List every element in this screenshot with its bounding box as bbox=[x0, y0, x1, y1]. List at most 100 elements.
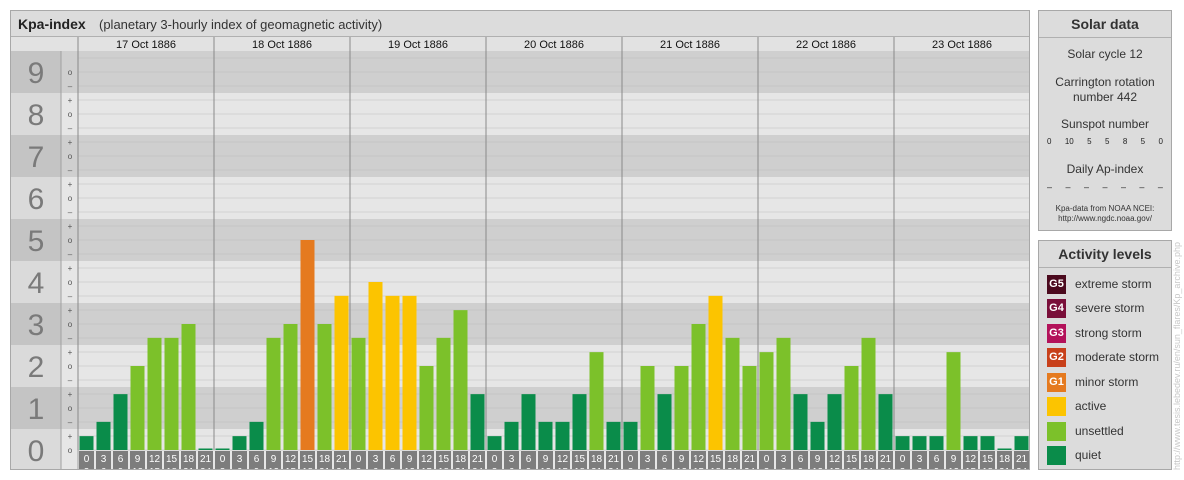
y-sub-label: – bbox=[68, 82, 73, 91]
hour-label-box bbox=[895, 451, 910, 469]
y-sub-label: + bbox=[68, 348, 73, 357]
hour-label-end: 6 bbox=[237, 467, 243, 469]
ap-value: – bbox=[1065, 182, 1071, 192]
kp-bar bbox=[963, 436, 978, 450]
kp-bar bbox=[810, 421, 825, 450]
hour-label-start: 0 bbox=[764, 454, 770, 465]
kp-bar bbox=[130, 366, 145, 450]
kp-bar bbox=[555, 421, 570, 450]
y-tick-label: 0 bbox=[28, 435, 45, 468]
hour-label-start: 12 bbox=[557, 454, 569, 465]
hour-label-end: 12 bbox=[676, 467, 688, 469]
hour-label-start: 12 bbox=[829, 454, 841, 465]
hour-label-end: 18 bbox=[710, 467, 722, 469]
hour-label-end: 21 bbox=[455, 467, 467, 469]
hour-label-start: 0 bbox=[900, 454, 906, 465]
kp-bar bbox=[504, 421, 519, 450]
hour-label-box bbox=[96, 451, 111, 469]
hour-label-box bbox=[538, 451, 553, 469]
kp-bar bbox=[997, 448, 1012, 450]
day-label: 19 Oct 1886 bbox=[388, 39, 448, 51]
hour-label-start: 9 bbox=[271, 454, 277, 465]
y-sub-label: o bbox=[68, 110, 73, 119]
kp-bar bbox=[181, 324, 196, 450]
hour-label-box bbox=[504, 451, 519, 469]
y-sub-label: + bbox=[68, 306, 73, 315]
kp-bar bbox=[691, 324, 706, 450]
hour-label-end: 9 bbox=[118, 467, 124, 469]
legend-swatch-g1: G1 bbox=[1047, 372, 1066, 392]
legend-swatch-unsettled bbox=[1047, 421, 1066, 441]
y-tick-label: 2 bbox=[28, 351, 45, 384]
hour-label-box bbox=[470, 451, 485, 469]
y-tick-label: 8 bbox=[28, 99, 45, 132]
kp-bar bbox=[300, 240, 315, 450]
day-label: 20 Oct 1886 bbox=[524, 39, 584, 51]
hour-label-start: 21 bbox=[1016, 454, 1028, 465]
kp-bar bbox=[538, 421, 553, 450]
legend-swatch-g4: G4 bbox=[1047, 298, 1066, 318]
hour-label-box bbox=[351, 451, 366, 469]
legend-swatch-quiet bbox=[1047, 445, 1066, 465]
kp-bar bbox=[385, 295, 400, 450]
y-sub-label: + bbox=[68, 390, 73, 399]
hour-label-box bbox=[997, 451, 1012, 469]
legend-item-unsettled: unsettled bbox=[1047, 421, 1124, 441]
hour-label-box bbox=[164, 451, 179, 469]
hour-label-end: 6 bbox=[373, 467, 379, 469]
data-source-note: Kpa-data from NOAA NCEI: http://www.ngdc… bbox=[1055, 204, 1155, 223]
legend-label: quiet bbox=[1075, 448, 1102, 462]
kp-bar bbox=[759, 352, 774, 450]
hour-label-start: 9 bbox=[815, 454, 821, 465]
hour-label-box bbox=[725, 451, 740, 469]
hour-label-start: 18 bbox=[455, 454, 467, 465]
hour-label-start: 6 bbox=[526, 454, 532, 465]
kp-bar bbox=[266, 337, 281, 450]
hour-label-box bbox=[283, 451, 298, 469]
y-sub-label: + bbox=[68, 264, 73, 273]
hour-label-end: 15 bbox=[557, 467, 569, 469]
y-tick-label: 3 bbox=[28, 309, 45, 342]
y-tick-label: 9 bbox=[28, 57, 45, 90]
kp-bar bbox=[623, 421, 638, 450]
y-tick-label: 7 bbox=[28, 141, 45, 174]
hour-label-box bbox=[980, 451, 995, 469]
y-sub-label: – bbox=[68, 418, 73, 427]
hour-label-end: 24 bbox=[336, 467, 348, 469]
hour-label-end: 6 bbox=[101, 467, 107, 469]
hour-label-start: 0 bbox=[220, 454, 226, 465]
legend-item-severe-storm: G4 severe storm bbox=[1047, 298, 1144, 318]
kpa-plot: 0 1 2 3 4 5 6 7 8 9 o + o + – o + – o + – o + – o + – o + – o + – o + – o –17… bbox=[11, 37, 1031, 478]
hour-label-start: 21 bbox=[472, 454, 484, 465]
hour-label-box bbox=[691, 451, 706, 469]
hour-label-box bbox=[147, 451, 162, 469]
y-sub-label: o bbox=[68, 152, 73, 161]
day-label: 18 Oct 1886 bbox=[252, 39, 312, 51]
kp-bar bbox=[334, 295, 349, 450]
hour-label-end: 15 bbox=[149, 467, 161, 469]
hour-label-box bbox=[623, 451, 638, 469]
y-tick-label: 6 bbox=[28, 183, 45, 216]
y-sub-label: o bbox=[68, 320, 73, 329]
hour-label-box bbox=[555, 451, 570, 469]
hour-label-start: 18 bbox=[999, 454, 1011, 465]
hour-label-end: 3 bbox=[84, 467, 90, 469]
y-tick-label: 1 bbox=[28, 393, 45, 426]
hour-label-start: 15 bbox=[574, 454, 586, 465]
hour-label-box bbox=[912, 451, 927, 469]
hour-label-start: 18 bbox=[591, 454, 603, 465]
hour-label-end: 18 bbox=[302, 467, 314, 469]
hour-label-box bbox=[521, 451, 536, 469]
hour-label-end: 9 bbox=[390, 467, 396, 469]
hour-label-box bbox=[402, 451, 417, 469]
hour-label-start: 15 bbox=[302, 454, 314, 465]
sunspot-value: 10 bbox=[1064, 137, 1074, 146]
kp-bar bbox=[436, 337, 451, 450]
kp-bar bbox=[215, 448, 230, 450]
y-sub-label: – bbox=[68, 376, 73, 385]
hour-label-box bbox=[266, 451, 281, 469]
hour-label-start: 12 bbox=[421, 454, 433, 465]
kp-bar bbox=[861, 337, 876, 450]
hour-label-box bbox=[657, 451, 672, 469]
hour-label-end: 9 bbox=[254, 467, 260, 469]
